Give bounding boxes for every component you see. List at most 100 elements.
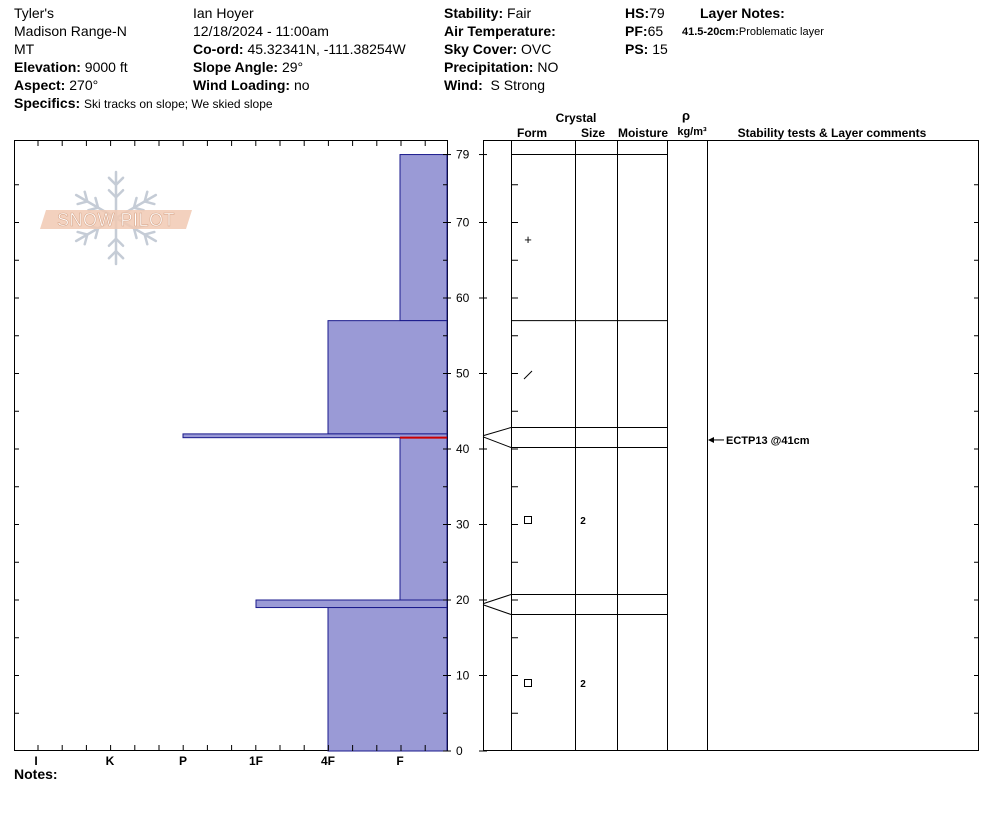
ps-label: PS: bbox=[625, 41, 649, 57]
aspect-label: Aspect: bbox=[14, 77, 66, 93]
hardness-layer-bar bbox=[399, 154, 448, 322]
size-header: Size bbox=[581, 126, 605, 140]
layer-table-columns bbox=[511, 140, 708, 751]
layer-connector bbox=[482, 427, 512, 437]
flake-branch bbox=[107, 176, 118, 187]
flake-branch bbox=[83, 233, 89, 246]
x-tick-label: F bbox=[396, 754, 403, 768]
flake-branch bbox=[143, 200, 156, 206]
hardness-layer-bar bbox=[255, 599, 448, 609]
grain-form-symbol: + bbox=[524, 232, 532, 247]
grain-size-label: 2 bbox=[580, 679, 586, 690]
stability-label: Stability: bbox=[444, 5, 504, 21]
ps-value: 15 bbox=[652, 41, 668, 57]
slope-label: Slope Angle: bbox=[193, 59, 279, 75]
specifics-value: Ski tracks on slope; We skied slope bbox=[84, 97, 273, 111]
aspect-value: 270° bbox=[69, 77, 99, 93]
observer: Ian Hoyer bbox=[193, 5, 254, 21]
hardness-layer-bar bbox=[327, 607, 448, 752]
stability-value: Fair bbox=[507, 5, 532, 21]
y-tick-label: 70 bbox=[456, 216, 470, 230]
x-tick-label: P bbox=[179, 754, 187, 768]
location: Tyler's bbox=[14, 5, 55, 21]
y-tick-label: 60 bbox=[456, 291, 470, 305]
stability-test-annotation: ECTP13 @41cm bbox=[708, 435, 810, 447]
range: Madison Range-N bbox=[14, 23, 127, 39]
layer-note-text: Problematic layer bbox=[738, 26, 824, 38]
y-tick-label: 50 bbox=[456, 367, 470, 381]
rho-header: ρ bbox=[682, 108, 690, 123]
comments-header: Stability tests & Layer comments bbox=[738, 126, 927, 140]
flake-branch bbox=[83, 190, 89, 203]
layer-note-range: 41.5-20cm: bbox=[682, 26, 739, 38]
layer-connector bbox=[482, 436, 512, 448]
flake-branch bbox=[143, 190, 149, 203]
coord-value: 45.32341N, -111.38254W bbox=[247, 41, 406, 57]
elevation-label: Elevation: bbox=[14, 59, 81, 75]
hardness-layer-bar bbox=[399, 437, 448, 601]
form-header: Form bbox=[517, 126, 547, 140]
coord-label: Co-ord: bbox=[193, 41, 244, 57]
flake-branch bbox=[132, 227, 138, 240]
y-tick-label: 10 bbox=[456, 669, 470, 683]
flake-branch bbox=[132, 206, 145, 212]
flake-branch bbox=[76, 230, 89, 236]
layer-table-frame bbox=[483, 140, 979, 751]
y-tick-label: 30 bbox=[456, 518, 470, 532]
state: MT bbox=[14, 41, 35, 57]
sky-label: Sky Cover: bbox=[444, 41, 518, 57]
elevation-value: 9000 ft bbox=[84, 59, 128, 75]
grain-form-symbol bbox=[524, 679, 532, 687]
y-tick-label: 20 bbox=[456, 593, 470, 607]
datetime: 12/18/2024 - 11:00am bbox=[193, 23, 329, 39]
flake-branch bbox=[87, 206, 100, 212]
density-unit-header: kg/m³ bbox=[677, 126, 707, 138]
grain-size-label: 2 bbox=[580, 516, 586, 527]
flake-branch bbox=[114, 237, 125, 248]
stability-test-arrowhead bbox=[708, 436, 714, 443]
flake-branch bbox=[107, 249, 118, 260]
grain-form-symbol bbox=[523, 370, 533, 380]
x-tick-label: 1F bbox=[249, 754, 263, 768]
pf-label: PF: bbox=[625, 23, 648, 39]
sky-value: OVC bbox=[521, 41, 552, 57]
flake-branch bbox=[143, 233, 149, 246]
precip-value: NO bbox=[537, 59, 559, 75]
flake-branch bbox=[107, 237, 118, 248]
x-tick-label: 4F bbox=[321, 754, 335, 768]
hs-label: HS: bbox=[625, 5, 650, 21]
flake-branch bbox=[143, 230, 156, 236]
snowpilot-logo: SNOW PILOT bbox=[40, 170, 192, 266]
y-tick-label: 0 bbox=[456, 744, 463, 758]
flake-branch bbox=[76, 200, 89, 206]
grain-form-symbol bbox=[524, 516, 532, 524]
flake-branch bbox=[94, 227, 100, 240]
stability-test-label: ECTP13 @41cm bbox=[726, 435, 810, 447]
flake-branch bbox=[107, 188, 118, 199]
layer-notes-label: Layer Notes: bbox=[700, 5, 785, 21]
moisture-header: Moisture bbox=[618, 126, 668, 140]
slope-value: 29° bbox=[281, 59, 304, 75]
y-tick-label: 40 bbox=[456, 442, 470, 456]
hs-value: 79 bbox=[649, 5, 665, 21]
flake-branch bbox=[114, 188, 125, 199]
hardness-layer-bar bbox=[327, 320, 448, 435]
flake-branch bbox=[114, 249, 125, 260]
wind-label: Wind: bbox=[444, 77, 483, 93]
x-tick-label: I bbox=[34, 754, 37, 768]
wind-value: S Strong bbox=[490, 77, 546, 93]
flake-branch bbox=[94, 196, 100, 209]
specifics-label: Specifics: bbox=[14, 95, 81, 111]
precip-label: Precipitation: bbox=[444, 59, 534, 75]
crystal-header: Crystal bbox=[556, 111, 597, 125]
x-tick-label: K bbox=[106, 754, 115, 768]
layer-connector bbox=[482, 604, 512, 615]
air-temp-label: Air Temperature: bbox=[444, 23, 556, 39]
wind-loading-label: Wind Loading: bbox=[193, 77, 291, 93]
flake-branch bbox=[132, 196, 138, 209]
y-tick-label: 79 bbox=[456, 148, 470, 162]
wind-loading-value: no bbox=[293, 77, 310, 93]
logo-text: SNOW PILOT bbox=[57, 210, 175, 230]
hardness-layer-bar bbox=[182, 433, 448, 439]
